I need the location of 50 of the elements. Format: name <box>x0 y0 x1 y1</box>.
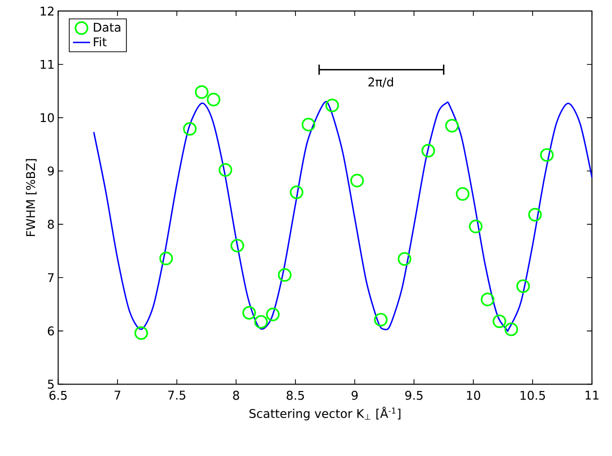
point <box>374 312 388 326</box>
point <box>445 118 459 132</box>
point <box>468 219 482 233</box>
y-tick-label: 7 <box>48 273 54 282</box>
y-tick-label: 6 <box>48 326 54 336</box>
x-tick-label: 6.5 <box>49 390 67 400</box>
point <box>278 268 292 282</box>
point <box>325 98 339 112</box>
x-tick-label: 7 <box>114 390 120 400</box>
point <box>159 251 173 265</box>
x-tick-label: 8 <box>233 390 240 400</box>
point <box>516 279 530 293</box>
y-tick-label: 11 <box>40 60 54 68</box>
annotation: 2π/d <box>368 77 393 88</box>
x-tick-label: 7.5 <box>168 390 186 400</box>
y-tick-label: 5 <box>48 380 54 388</box>
point <box>480 292 494 306</box>
point <box>492 314 506 328</box>
x-tick-label: 10 <box>467 390 480 400</box>
x-tick-label: 11 <box>586 390 598 400</box>
y-tick-label: 9 <box>48 166 54 176</box>
y-tick-label: 12 <box>40 6 54 16</box>
point <box>290 185 304 199</box>
x-tick-label: 8.5 <box>286 390 304 400</box>
x-tick-label: 10.5 <box>520 390 545 400</box>
point <box>528 208 542 222</box>
legend-label: Data <box>94 22 120 32</box>
x-tick-label: 9.5 <box>405 390 423 400</box>
point <box>398 252 412 266</box>
y-tick-label: 8 <box>48 220 54 229</box>
point <box>540 148 554 162</box>
legend-label: Fit <box>94 36 107 46</box>
point <box>254 314 268 328</box>
point <box>456 186 470 200</box>
point <box>218 162 232 176</box>
point <box>421 144 436 158</box>
y-axis-title: FWHM [%BZ] <box>26 158 37 236</box>
x-axis-title: Scattering vector K$_{⊥}$ [Å$^{-1}$] <box>250 406 400 420</box>
point <box>206 92 220 106</box>
point <box>194 85 209 99</box>
point <box>134 326 148 340</box>
point <box>242 306 256 320</box>
point <box>504 322 518 336</box>
y-tick-label: 10 <box>40 112 54 122</box>
point <box>230 238 244 252</box>
point <box>350 174 364 188</box>
point <box>302 118 316 132</box>
point <box>266 307 280 321</box>
x-tick-label: 9 <box>352 390 358 400</box>
point <box>183 122 197 136</box>
